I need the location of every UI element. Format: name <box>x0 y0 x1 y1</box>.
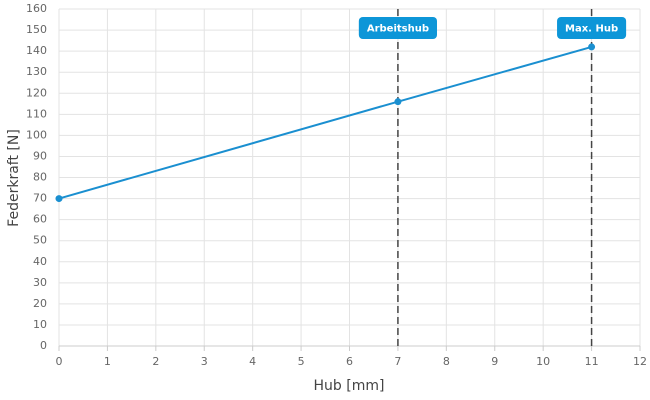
x-tick-label: 5 <box>298 355 305 368</box>
x-tick-label: 8 <box>443 355 450 368</box>
y-axis-title: Federkraft [N] <box>6 129 22 227</box>
y-tick-label: 60 <box>33 213 47 226</box>
data-point <box>588 43 596 51</box>
x-axis-title: Hub [mm] <box>314 378 385 394</box>
y-tick-label: 90 <box>33 149 47 162</box>
x-tick-label: 7 <box>394 355 401 368</box>
x-tick-label: 0 <box>56 355 63 368</box>
y-tick-label: 150 <box>26 23 47 36</box>
annotation-text: Max. Hub <box>565 24 618 35</box>
y-tick-label: 160 <box>26 2 47 15</box>
x-tick-label: 9 <box>491 355 498 368</box>
y-tick-label: 130 <box>26 65 47 78</box>
annotation-box <box>557 17 627 39</box>
y-tick-label: 40 <box>33 255 47 268</box>
data-line <box>58 45 592 200</box>
annotation-text: Arbeitshub <box>367 24 429 35</box>
y-tick-label: 120 <box>26 86 47 99</box>
x-tick-label: 12 <box>633 355 647 368</box>
x-tick-label: 3 <box>201 355 208 368</box>
y-tick-label: 20 <box>33 297 47 310</box>
x-tick-label: 4 <box>249 355 256 368</box>
x-tick-label: 11 <box>585 355 599 368</box>
y-tick-label: 30 <box>33 276 47 289</box>
y-tick-label: 70 <box>33 192 47 205</box>
annotation-label: Arbeitshub <box>358 17 438 39</box>
data-point <box>394 98 402 106</box>
annotation-box <box>358 17 438 39</box>
y-tick-label: 50 <box>33 234 47 247</box>
y-tick-label: 80 <box>33 171 47 184</box>
y-tick-label: 110 <box>26 107 47 120</box>
y-tick-label: 10 <box>33 318 47 331</box>
data-point <box>55 195 63 203</box>
y-tick-label: 0 <box>40 339 47 352</box>
x-tick-label: 6 <box>346 355 353 368</box>
x-tick-label: 10 <box>536 355 550 368</box>
x-tick-label: 1 <box>104 355 111 368</box>
y-tick-label: 100 <box>26 128 47 141</box>
annotation-label: Max. Hub <box>557 17 627 39</box>
y-tick-label: 140 <box>26 44 47 57</box>
x-tick-label: 2 <box>152 355 159 368</box>
